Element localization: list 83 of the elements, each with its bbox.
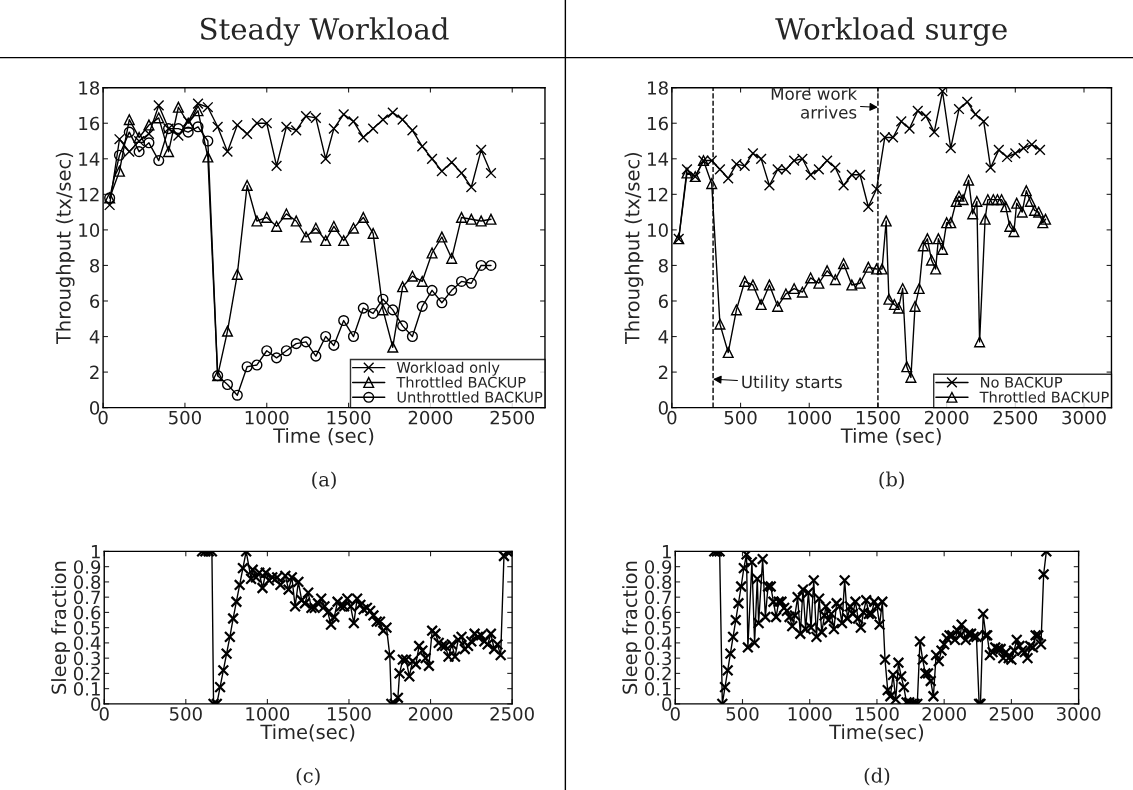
x-tick-label: 3000 xyxy=(1057,706,1101,721)
text: (d) xyxy=(864,767,890,786)
x-tick-label: 1000 xyxy=(788,706,832,721)
x-tick-label: 500 xyxy=(724,410,757,425)
x-axis-title: Time (sec) xyxy=(273,427,374,446)
x-tick-label: 2000 xyxy=(408,706,453,721)
y-tick-label: 4 xyxy=(658,330,669,344)
y-tick-label: 0.7 xyxy=(644,590,671,605)
y-tick-label: 18 xyxy=(79,81,100,95)
y-tick-label: 0.8 xyxy=(73,575,101,590)
legend-label: Throttled BACKUP xyxy=(396,376,526,388)
y-tick-label: 0.6 xyxy=(73,605,101,620)
x-tick-label: 1500 xyxy=(855,706,899,721)
text: (a) xyxy=(312,471,336,490)
y-tick-label: 0.8 xyxy=(644,575,672,590)
x-tick-label: 500 xyxy=(169,410,201,425)
y-tick-label: 0.7 xyxy=(73,590,100,605)
x-tick-label: 1000 xyxy=(245,410,289,425)
y-tick-label: 14 xyxy=(79,152,100,166)
annotation: Utility starts xyxy=(742,375,842,392)
x-tick-label: 1000 xyxy=(788,410,832,425)
legend-label: No BACKUP xyxy=(981,376,1063,388)
y-tick-label: 6 xyxy=(90,294,100,309)
y-tick-label: 12 xyxy=(79,187,99,202)
x-axis-title: Time (sec) xyxy=(840,427,941,446)
x-tick-label: 3000 xyxy=(1062,410,1106,425)
y-tick-label: 0.4 xyxy=(644,636,672,651)
legend-label: Throttled BACKUP xyxy=(979,391,1109,403)
y-tick-label: 1 xyxy=(91,545,100,559)
y-tick-label: 0.5 xyxy=(73,621,100,635)
x-tick-label: 500 xyxy=(169,706,202,721)
y-tick-label: 0.6 xyxy=(644,605,672,620)
y-tick-label: 0.4 xyxy=(73,636,101,651)
x-axis-title: Time(sec) xyxy=(829,724,924,742)
y-tick-label: 16 xyxy=(648,116,668,131)
y-tick-label: 12 xyxy=(648,187,668,202)
x-tick-label: 2000 xyxy=(924,410,969,425)
y-tick-label: 8 xyxy=(658,258,668,273)
y-tick-label: 10 xyxy=(79,223,100,238)
y-tick-label: 2 xyxy=(90,365,99,379)
y-tick-label: 2 xyxy=(658,365,668,379)
chart-title: Steady Workload xyxy=(201,17,449,46)
x-tick-label: 2000 xyxy=(408,410,453,425)
y-axis-title: Throughput (tx/sec) xyxy=(55,152,75,345)
y-tick-label: 0.9 xyxy=(644,560,672,574)
x-tick-label: 1000 xyxy=(246,706,290,721)
y-tick-label: 0 xyxy=(658,401,668,415)
x-tick-label: 1500 xyxy=(327,410,371,425)
y-axis-title: Sleep fraction xyxy=(51,561,70,694)
y-tick-label: 0.9 xyxy=(73,560,101,574)
x-tick-label: 500 xyxy=(726,706,759,721)
x-tick-label: 2000 xyxy=(922,706,966,721)
y-axis-title: Sleep fraction xyxy=(622,561,641,694)
y-tick-label: 0.1 xyxy=(73,682,100,696)
x-tick-label: 1500 xyxy=(327,706,371,721)
legend-label: Workload only xyxy=(396,361,500,376)
text: (b) xyxy=(879,471,904,490)
chart-title: Workload surge xyxy=(775,17,1007,46)
y-tick-label: 0.3 xyxy=(73,651,101,666)
x-tick-label: 2500 xyxy=(490,410,535,425)
x-tick-label: 2500 xyxy=(490,706,534,721)
y-tick-label: 8 xyxy=(90,258,100,273)
x-tick-label: 2500 xyxy=(993,410,1038,425)
y-tick-label: 0.5 xyxy=(644,621,671,635)
y-tick-label: 1 xyxy=(662,545,671,559)
y-tick-label: 16 xyxy=(79,116,100,131)
annotation: More work arrives xyxy=(771,87,858,119)
y-tick-label: 4 xyxy=(89,330,100,344)
y-tick-label: 0.3 xyxy=(644,651,672,666)
y-tick-label: 18 xyxy=(648,81,668,95)
y-axis-title: Throughput (tx/sec) xyxy=(624,152,644,345)
x-tick-label: 2500 xyxy=(989,706,1034,721)
text: (c) xyxy=(296,767,320,786)
x-tick-label: 1500 xyxy=(856,410,900,425)
x-axis-title: Time(sec) xyxy=(260,724,355,742)
y-tick-label: 0.2 xyxy=(73,666,100,681)
y-tick-label: 10 xyxy=(648,223,668,238)
legend-label: Unthrottled BACKUP xyxy=(397,391,543,403)
y-tick-label: 0 xyxy=(90,401,100,415)
y-tick-label: 0.1 xyxy=(644,682,671,696)
y-tick-label: 6 xyxy=(658,294,668,309)
y-tick-label: 14 xyxy=(648,152,669,166)
y-tick-label: 0.2 xyxy=(644,666,671,681)
